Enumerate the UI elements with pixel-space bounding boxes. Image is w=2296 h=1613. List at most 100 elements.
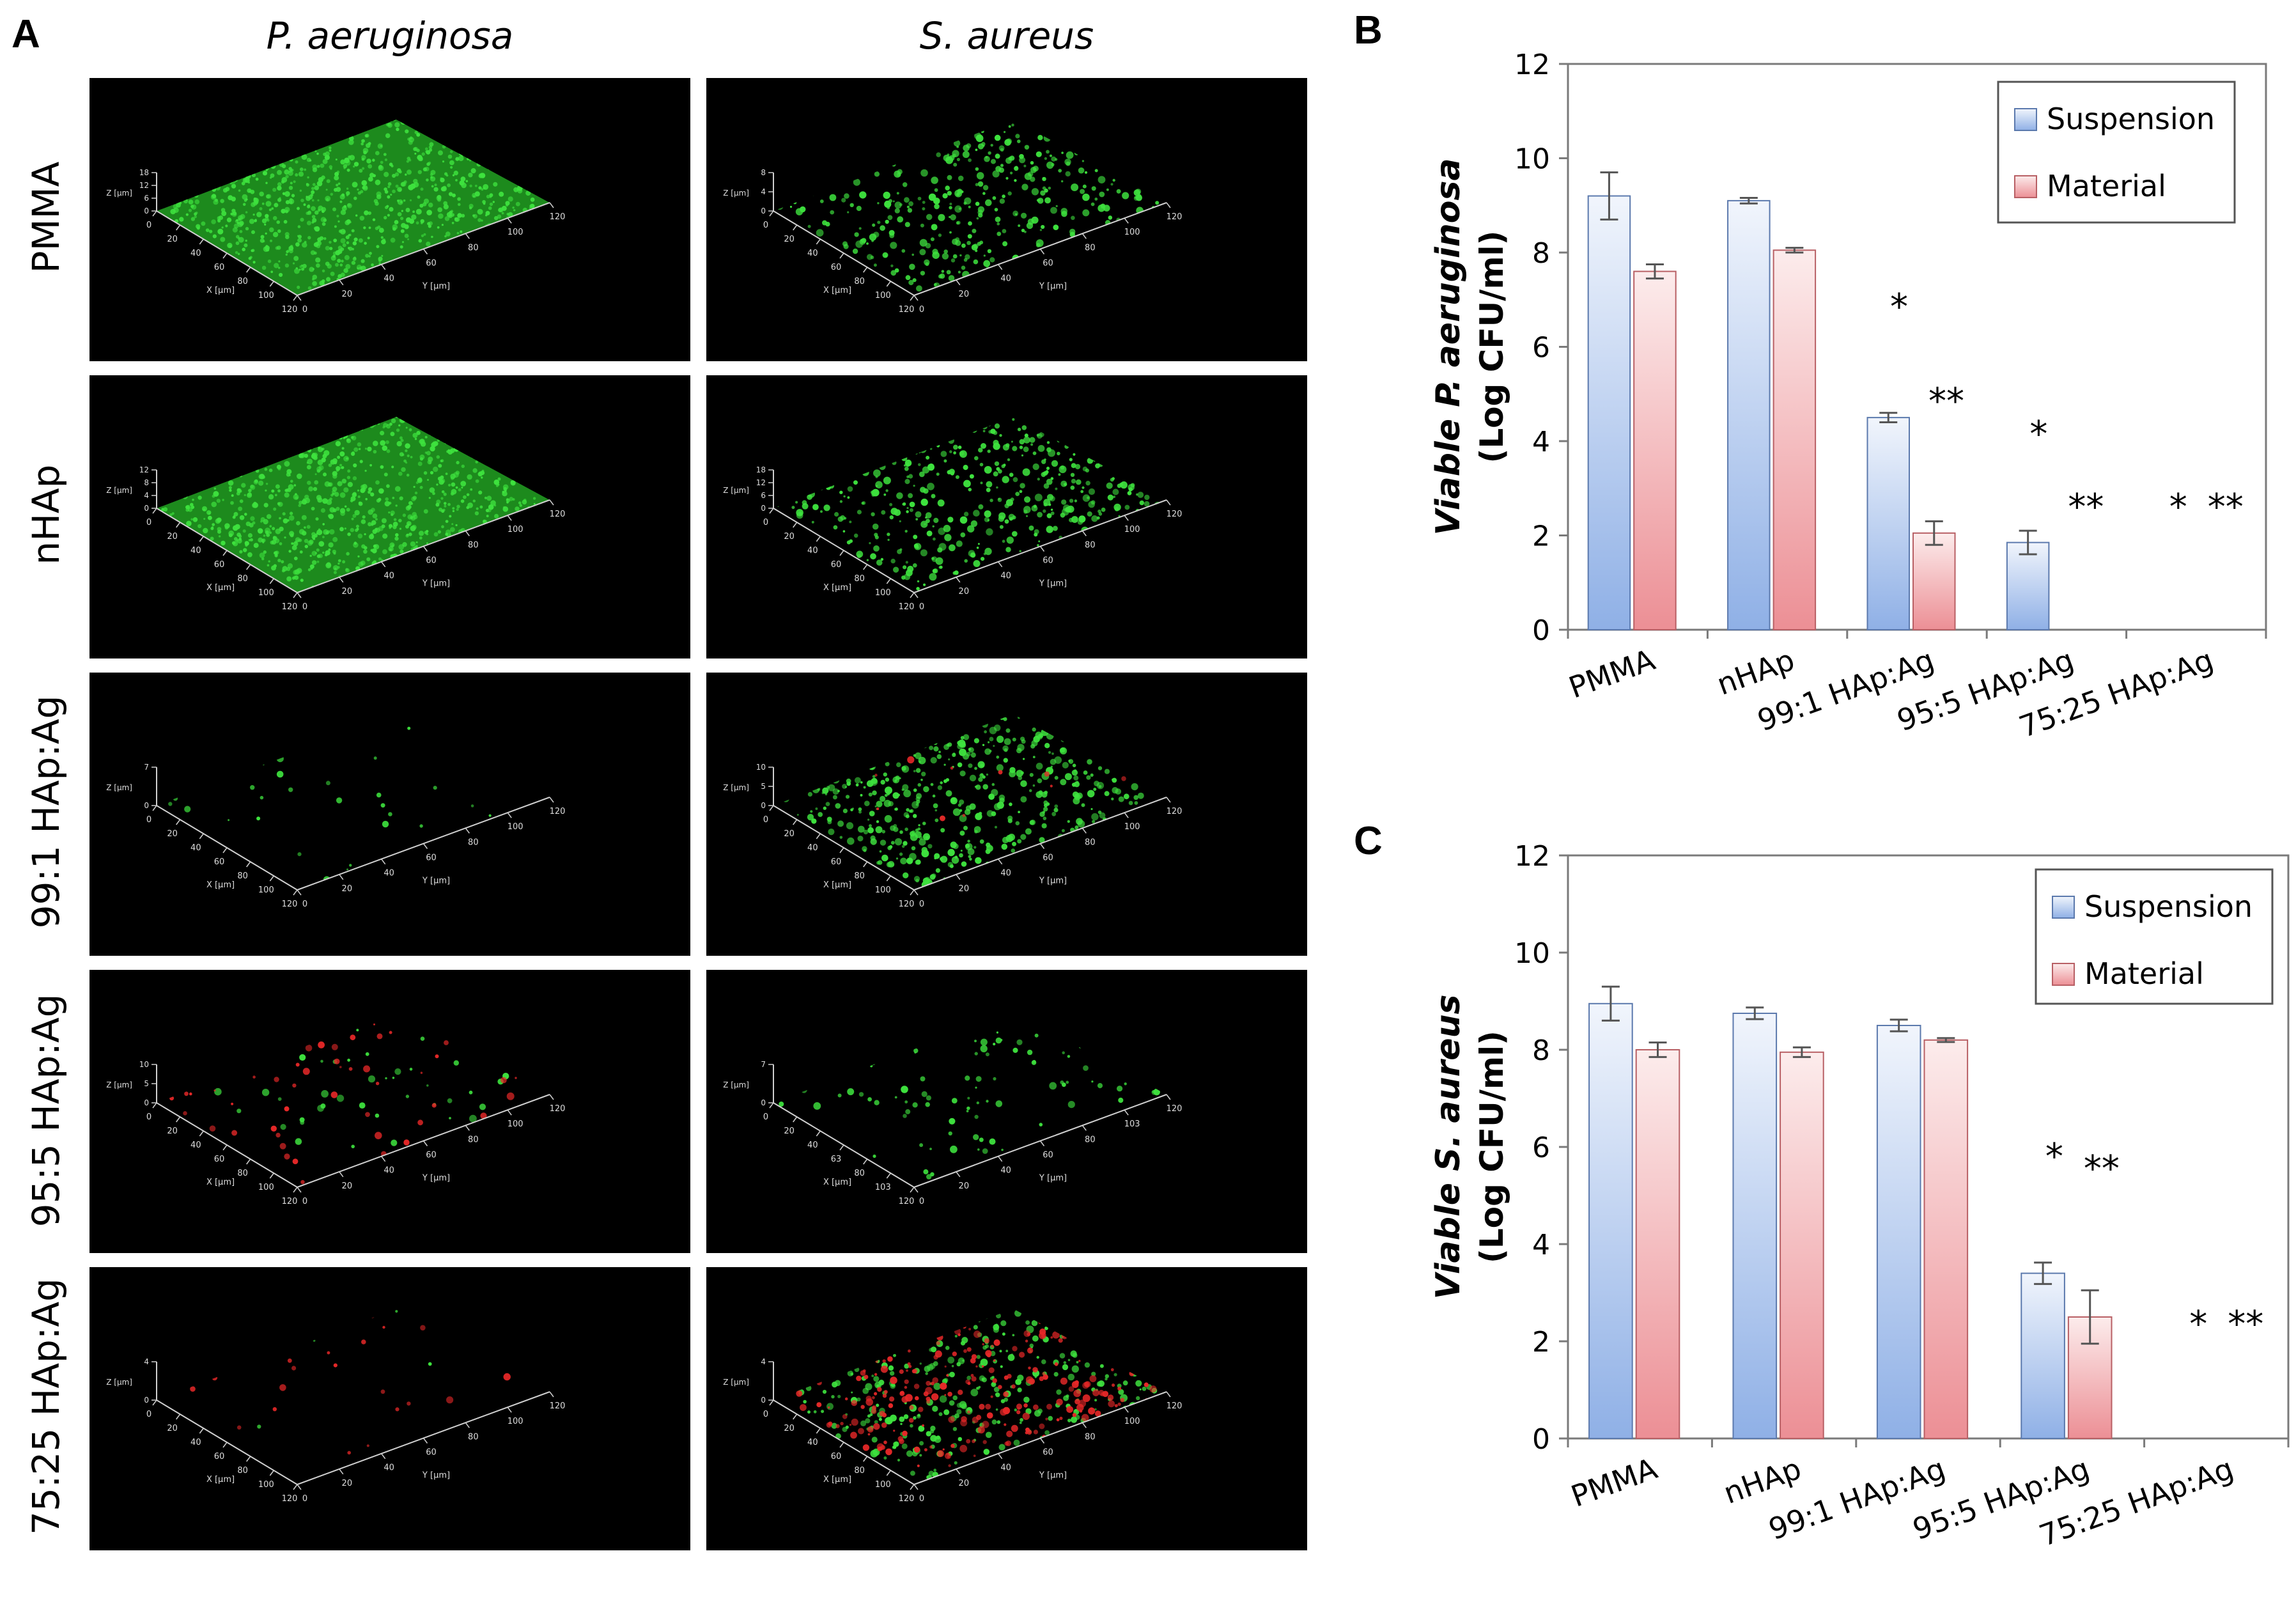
live-cell — [395, 301, 398, 304]
live-cell — [341, 260, 344, 263]
z-tick-label: 6 — [761, 491, 766, 500]
x-tick — [199, 833, 204, 839]
live-cell — [982, 744, 985, 746]
live-cell — [334, 298, 338, 302]
live-cell — [397, 281, 399, 284]
live-cell — [923, 583, 926, 586]
live-cell — [411, 344, 414, 347]
live-cell — [355, 524, 359, 528]
live-cell — [437, 207, 443, 212]
live-cell — [185, 505, 190, 510]
live-cell — [1211, 295, 1217, 301]
live-cell — [1035, 293, 1042, 295]
live-cell — [1231, 893, 1236, 898]
x-tick-label: 80 — [237, 277, 248, 286]
x-tick-label: 0 — [763, 518, 768, 527]
live-cell — [322, 523, 325, 526]
live-cell — [1202, 829, 1207, 834]
live-cell — [617, 257, 621, 260]
live-cell — [524, 288, 526, 292]
live-cell — [1097, 595, 1100, 598]
live-cell — [531, 592, 535, 593]
live-cell — [1037, 336, 1045, 344]
live-cell — [860, 239, 862, 242]
live-cell — [1025, 939, 1030, 944]
live-cell — [558, 560, 562, 564]
live-cell — [1135, 616, 1140, 621]
live-cell — [932, 889, 937, 890]
live-cell — [412, 524, 417, 530]
live-cell — [1046, 942, 1048, 944]
live-cell — [1062, 302, 1069, 309]
live-cell — [1101, 301, 1107, 308]
live-cell — [430, 169, 436, 175]
live-cell — [480, 302, 483, 304]
live-cell — [931, 494, 936, 499]
live-cell — [917, 196, 922, 201]
live-cell — [1218, 840, 1223, 846]
live-cell — [1227, 597, 1230, 600]
live-cell — [872, 223, 876, 227]
live-cell — [1113, 225, 1119, 230]
live-cell — [642, 593, 646, 596]
live-cell — [834, 179, 841, 185]
live-cell — [411, 322, 414, 324]
live-cell — [372, 159, 375, 162]
live-cell — [607, 541, 609, 543]
live-cell — [1013, 568, 1020, 575]
live-cell — [176, 203, 181, 208]
live-cell — [295, 160, 299, 164]
live-cell — [1060, 208, 1068, 215]
live-cell — [361, 142, 364, 146]
live-cell — [428, 272, 431, 275]
y-tick — [549, 499, 554, 506]
live-cell — [415, 545, 418, 548]
live-cell — [1041, 629, 1048, 637]
live-cell — [389, 883, 397, 890]
live-cell — [938, 214, 945, 221]
live-cell — [442, 160, 445, 163]
live-cell — [933, 517, 939, 524]
live-cell — [1033, 294, 1040, 295]
live-cell — [405, 588, 407, 591]
live-cell — [1004, 896, 1012, 903]
live-cell — [492, 577, 497, 582]
live-cell — [314, 552, 317, 554]
live-cell — [976, 217, 979, 220]
x-tick-label: 100 — [258, 885, 274, 895]
x-tick — [246, 267, 251, 273]
live-cell — [1086, 775, 1091, 780]
live-cell — [958, 207, 961, 210]
live-cell — [449, 160, 454, 166]
live-cell — [1080, 344, 1082, 346]
live-cell — [428, 456, 433, 462]
live-cell — [1115, 569, 1121, 575]
live-cell — [511, 302, 513, 304]
live-cell — [192, 499, 194, 501]
live-cell — [403, 199, 406, 202]
live-cell — [391, 115, 396, 120]
live-cell — [352, 476, 357, 481]
live-cell — [444, 504, 447, 508]
live-cell — [632, 588, 635, 591]
live-cell — [529, 248, 532, 251]
live-cell — [967, 839, 970, 843]
live-cell — [522, 286, 525, 289]
live-cell — [1036, 293, 1041, 295]
live-cell — [274, 203, 279, 208]
live-cell — [394, 324, 399, 329]
live-cell — [542, 874, 548, 880]
live-cell — [656, 272, 662, 277]
live-cell — [522, 322, 526, 325]
live-cell — [279, 542, 283, 545]
panel-letter-b: B — [1354, 8, 1383, 52]
live-cell — [364, 533, 366, 536]
live-cell — [1020, 640, 1027, 646]
live-cell — [497, 547, 499, 549]
live-cell — [339, 492, 346, 498]
live-cell — [491, 249, 495, 253]
live-cell — [610, 571, 612, 573]
live-cell — [265, 483, 268, 485]
live-cell — [546, 540, 550, 545]
live-cell — [1140, 852, 1144, 855]
